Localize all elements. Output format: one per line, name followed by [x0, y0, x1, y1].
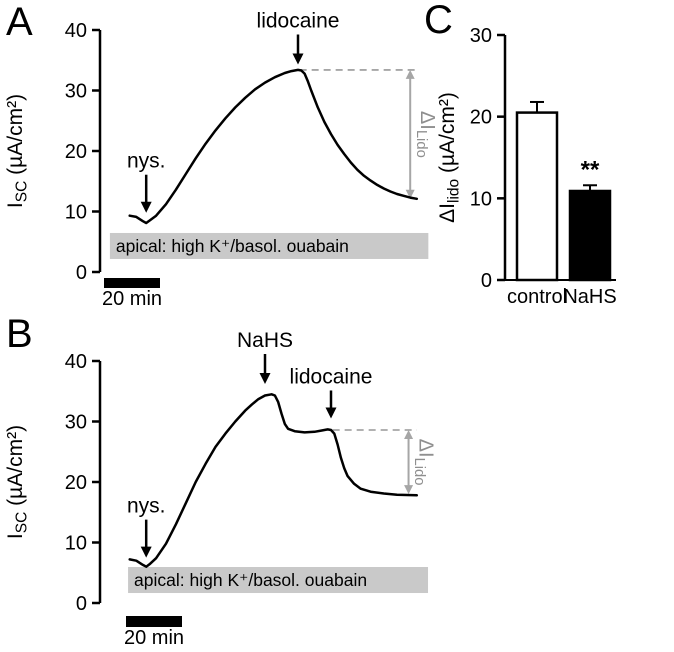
annotation-arrow-head	[292, 53, 304, 65]
label-sub: Lido	[413, 130, 429, 158]
y-axis-title: ISC (µA/cm²)	[4, 94, 31, 208]
label-main: I	[4, 533, 27, 539]
annotation-arrow-head	[140, 201, 152, 213]
annotation-arrow-head	[140, 546, 152, 558]
y-tick-label: 10	[65, 533, 87, 555]
y-axis-title: ΔIlido (µA/cm²)	[436, 92, 463, 223]
delta-arrow-label: ΔILido	[413, 111, 438, 158]
annotation-label: lidocaine	[257, 9, 340, 32]
label-main: ΔI	[416, 111, 438, 130]
condition-box-label: apical: high K⁺/basol. ouabain	[134, 570, 367, 590]
label-rest: (µA/cm²)	[4, 94, 27, 181]
annotation-label: nys.	[127, 150, 166, 173]
annotation-label: nys.	[127, 495, 166, 518]
time-scalebar-label: 20 min	[124, 627, 184, 649]
label-sub: SC	[14, 181, 31, 203]
y-tick-label: 20	[65, 141, 87, 163]
condition-box	[109, 232, 429, 259]
label-main: ΔI	[436, 203, 459, 223]
bar-NaHS	[568, 189, 612, 282]
trace	[128, 393, 419, 568]
significance-label: **	[581, 156, 600, 183]
condition-box	[128, 567, 429, 594]
panel-label-c: C	[424, 0, 453, 42]
condition-box-label: apical: high K⁺/basol. ouabain	[116, 236, 349, 256]
annotation-arrow-head	[259, 372, 271, 384]
y-tick-label: 10	[470, 188, 492, 210]
delta-arrow-head-top	[405, 69, 415, 79]
time-scalebar	[104, 278, 160, 288]
panel-label-a: A	[6, 0, 33, 44]
x-tick-label: NaHS	[563, 286, 616, 308]
annotation-arrow-head	[325, 407, 337, 419]
label-rest: (µA/cm²)	[4, 425, 27, 512]
panel-b-chart: 0 10 20 30 40 ISC (µA/cm²) apical: high K⁺/bas…	[4, 329, 437, 649]
y-tick-label: 30	[65, 412, 87, 434]
y-tick-label: 40	[65, 20, 87, 42]
label-sub: SC	[14, 512, 31, 534]
panel-a-chart: 0 10 20 30 40 ISC (µA/cm²) apical: high K⁺/bas…	[4, 9, 438, 310]
x-tick-label: control	[507, 286, 567, 308]
y-tick-label: 40	[65, 351, 87, 373]
delta-arrow-head-bottom	[404, 485, 414, 495]
panel-label-b: B	[6, 312, 33, 356]
delta-arrow-head-bottom	[405, 189, 415, 199]
label-main: ΔI	[415, 439, 437, 458]
label-sub: lido	[446, 179, 463, 203]
annotation-label: NaHS	[237, 329, 293, 352]
bar-control	[515, 111, 559, 282]
annotation-label: lidocaine	[290, 365, 373, 388]
y-tick-label: 20	[470, 107, 492, 129]
label-rest: (µA/cm²)	[436, 92, 459, 179]
delta-arrow-head-top	[404, 429, 414, 439]
trace	[128, 68, 419, 225]
y-tick-label: 30	[470, 25, 492, 47]
time-scalebar-label: 20 min	[102, 288, 162, 310]
y-tick-label: 0	[76, 593, 87, 615]
y-axis-title: ISC (µA/cm²)	[4, 425, 31, 539]
y-tick-label: 10	[65, 202, 87, 224]
delta-arrow-label: ΔILido	[411, 439, 436, 486]
label-main: I	[4, 202, 27, 208]
y-tick-label: 20	[65, 472, 87, 494]
y-tick-label: 0	[76, 262, 87, 284]
y-tick-label: 0	[481, 270, 492, 292]
y-tick-label: 30	[65, 81, 87, 103]
label-sub: Lido	[411, 458, 427, 486]
time-scalebar	[126, 616, 182, 627]
